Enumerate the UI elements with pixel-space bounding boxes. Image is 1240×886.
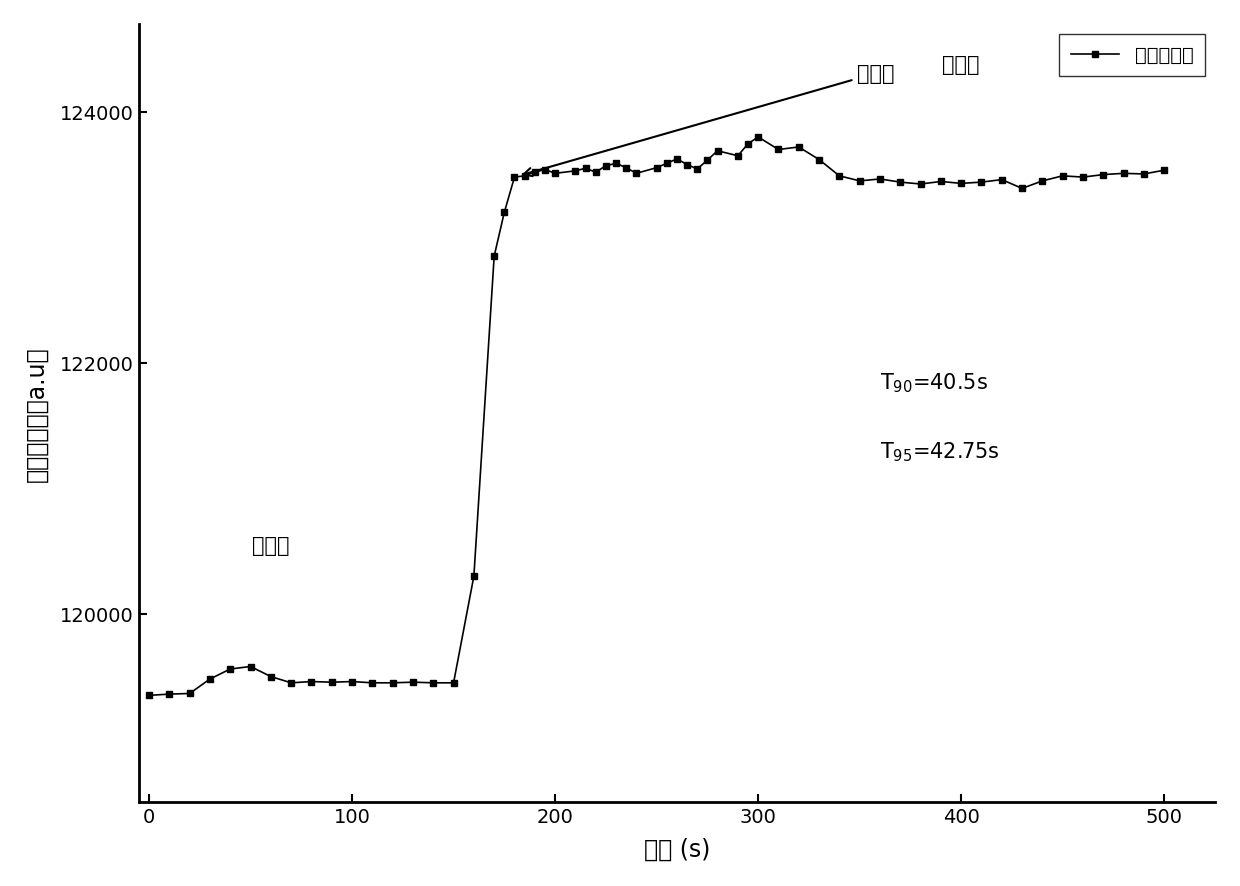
电压信号值 xyxy=(750,133,765,144)
X-axis label: 时间 (s): 时间 (s) xyxy=(644,837,711,861)
Text: 有氧水: 有氧水 xyxy=(942,55,980,75)
Line: 电压信号值: 电压信号值 xyxy=(145,135,1168,699)
电压信号值 xyxy=(527,167,542,178)
电压信号值 xyxy=(1014,184,1029,195)
Legend: 电压信号值: 电压信号值 xyxy=(1059,35,1205,77)
电压信号值 xyxy=(699,156,714,167)
Text: 无氧水: 无氧水 xyxy=(252,535,290,556)
Y-axis label: 电压信号值（a.u）: 电压信号值（a.u） xyxy=(25,346,50,481)
电压信号值 xyxy=(141,690,156,701)
Text: T$_{95}$=42.75s: T$_{95}$=42.75s xyxy=(880,439,999,463)
电压信号值 xyxy=(1157,166,1172,176)
电压信号值 xyxy=(425,678,440,688)
Text: T$_{90}$=40.5s: T$_{90}$=40.5s xyxy=(880,370,988,394)
电压信号值 xyxy=(660,159,675,169)
Text: 稳定值: 稳定值 xyxy=(523,64,895,177)
电压信号值 xyxy=(386,678,401,688)
